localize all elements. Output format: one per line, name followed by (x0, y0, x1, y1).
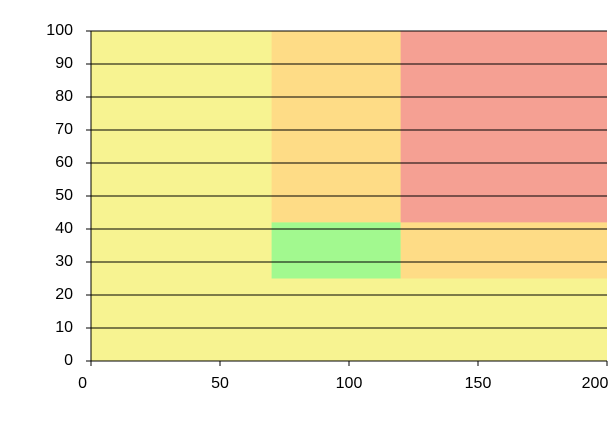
zone (271, 31, 401, 223)
y-tick-label: 50 (55, 187, 73, 204)
y-tick-label: 90 (55, 55, 73, 72)
y-tick-label: 70 (55, 121, 73, 138)
y-tick-label: 40 (55, 220, 73, 237)
y-tick-label: 60 (55, 154, 73, 171)
zone (271, 222, 401, 279)
zone (400, 222, 607, 279)
y-tick-label: 30 (55, 253, 73, 270)
x-tick-label: 50 (211, 375, 229, 392)
y-tick-label: 100 (46, 22, 73, 39)
x-tick-label: 200 (582, 375, 609, 392)
x-tick-label: 0 (78, 375, 87, 392)
y-tick-label: 0 (64, 352, 73, 369)
y-tick-label: 80 (55, 88, 73, 105)
y-tick-label: 20 (55, 286, 73, 303)
x-tick-label: 150 (465, 375, 492, 392)
y-tick-label: 10 (55, 319, 73, 336)
zone (400, 31, 607, 223)
x-tick-label: 100 (336, 375, 363, 392)
